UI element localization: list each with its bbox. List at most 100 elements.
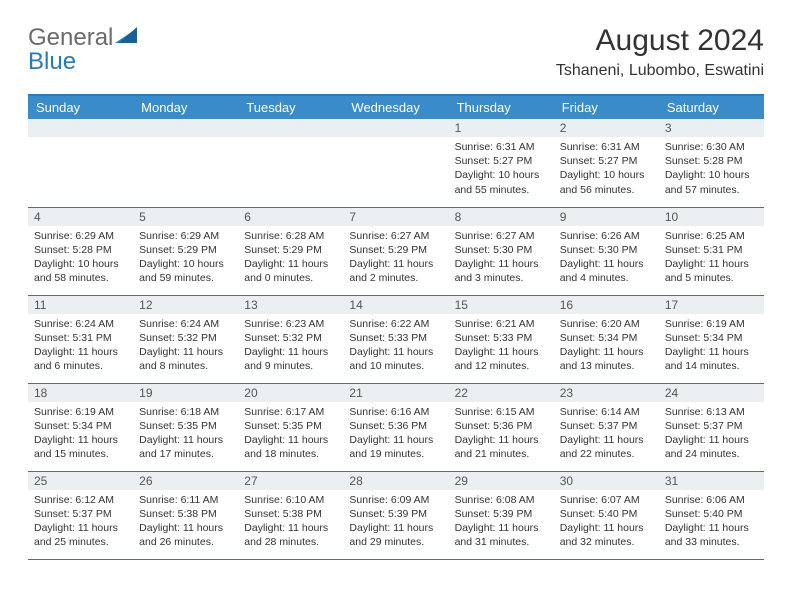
day-number: 25 [28,472,133,490]
calendar-day-cell: 25Sunrise: 6:12 AMSunset: 5:37 PMDayligh… [28,471,133,559]
calendar-day-cell [343,119,448,207]
calendar-day-cell [238,119,343,207]
day-details: Sunrise: 6:21 AMSunset: 5:33 PMDaylight:… [449,314,554,378]
day-number: 5 [133,208,238,226]
logo-text-blue: Blue [28,48,76,75]
day-number: 1 [449,119,554,137]
calendar-day-cell: 12Sunrise: 6:24 AMSunset: 5:32 PMDayligh… [133,295,238,383]
calendar-day-cell: 16Sunrise: 6:20 AMSunset: 5:34 PMDayligh… [554,295,659,383]
calendar-day-cell: 13Sunrise: 6:23 AMSunset: 5:32 PMDayligh… [238,295,343,383]
calendar-day-cell: 3Sunrise: 6:30 AMSunset: 5:28 PMDaylight… [659,119,764,207]
day-number: 3 [659,119,764,137]
calendar-day-cell [28,119,133,207]
calendar-week-row: 1Sunrise: 6:31 AMSunset: 5:27 PMDaylight… [28,119,764,207]
calendar-week-row: 11Sunrise: 6:24 AMSunset: 5:31 PMDayligh… [28,295,764,383]
weekday-header: Friday [554,95,659,119]
calendar-day-cell: 9Sunrise: 6:26 AMSunset: 5:30 PMDaylight… [554,207,659,295]
weekday-header: Tuesday [238,95,343,119]
weekday-header: Wednesday [343,95,448,119]
day-details: Sunrise: 6:28 AMSunset: 5:29 PMDaylight:… [238,226,343,290]
day-details: Sunrise: 6:07 AMSunset: 5:40 PMDaylight:… [554,490,659,554]
month-title: August 2024 [556,24,764,58]
calendar-day-cell: 2Sunrise: 6:31 AMSunset: 5:27 PMDaylight… [554,119,659,207]
day-number: 26 [133,472,238,490]
calendar-week-row: 4Sunrise: 6:29 AMSunset: 5:28 PMDaylight… [28,207,764,295]
calendar-day-cell: 20Sunrise: 6:17 AMSunset: 5:35 PMDayligh… [238,383,343,471]
day-details: Sunrise: 6:14 AMSunset: 5:37 PMDaylight:… [554,402,659,466]
calendar-week-row: 18Sunrise: 6:19 AMSunset: 5:34 PMDayligh… [28,383,764,471]
calendar-day-cell: 1Sunrise: 6:31 AMSunset: 5:27 PMDaylight… [449,119,554,207]
day-details: Sunrise: 6:23 AMSunset: 5:32 PMDaylight:… [238,314,343,378]
calendar-day-cell: 19Sunrise: 6:18 AMSunset: 5:35 PMDayligh… [133,383,238,471]
calendar-day-cell: 30Sunrise: 6:07 AMSunset: 5:40 PMDayligh… [554,471,659,559]
calendar-day-cell: 24Sunrise: 6:13 AMSunset: 5:37 PMDayligh… [659,383,764,471]
day-number: 16 [554,296,659,314]
day-details: Sunrise: 6:22 AMSunset: 5:33 PMDaylight:… [343,314,448,378]
day-details: Sunrise: 6:27 AMSunset: 5:29 PMDaylight:… [343,226,448,290]
day-details: Sunrise: 6:24 AMSunset: 5:31 PMDaylight:… [28,314,133,378]
day-details: Sunrise: 6:15 AMSunset: 5:36 PMDaylight:… [449,402,554,466]
day-details: Sunrise: 6:16 AMSunset: 5:36 PMDaylight:… [343,402,448,466]
calendar-day-cell: 18Sunrise: 6:19 AMSunset: 5:34 PMDayligh… [28,383,133,471]
day-details: Sunrise: 6:19 AMSunset: 5:34 PMDaylight:… [659,314,764,378]
day-number: 13 [238,296,343,314]
day-number: 7 [343,208,448,226]
calendar-day-cell: 5Sunrise: 6:29 AMSunset: 5:29 PMDaylight… [133,207,238,295]
day-number: 8 [449,208,554,226]
day-details: Sunrise: 6:27 AMSunset: 5:30 PMDaylight:… [449,226,554,290]
day-number: 17 [659,296,764,314]
day-details: Sunrise: 6:31 AMSunset: 5:27 PMDaylight:… [554,137,659,201]
day-number: 9 [554,208,659,226]
day-details: Sunrise: 6:31 AMSunset: 5:27 PMDaylight:… [449,137,554,201]
day-details: Sunrise: 6:20 AMSunset: 5:34 PMDaylight:… [554,314,659,378]
day-number: 4 [28,208,133,226]
calendar-day-cell: 22Sunrise: 6:15 AMSunset: 5:36 PMDayligh… [449,383,554,471]
calendar-day-cell: 4Sunrise: 6:29 AMSunset: 5:28 PMDaylight… [28,207,133,295]
day-number: 11 [28,296,133,314]
calendar-day-cell: 29Sunrise: 6:08 AMSunset: 5:39 PMDayligh… [449,471,554,559]
day-number: 29 [449,472,554,490]
location-text: Tshaneni, Lubombo, Eswatini [556,62,764,80]
calendar-day-cell: 15Sunrise: 6:21 AMSunset: 5:33 PMDayligh… [449,295,554,383]
day-details: Sunrise: 6:11 AMSunset: 5:38 PMDaylight:… [133,490,238,554]
day-details: Sunrise: 6:10 AMSunset: 5:38 PMDaylight:… [238,490,343,554]
day-number: 31 [659,472,764,490]
calendar-day-cell: 23Sunrise: 6:14 AMSunset: 5:37 PMDayligh… [554,383,659,471]
calendar-day-cell: 27Sunrise: 6:10 AMSunset: 5:38 PMDayligh… [238,471,343,559]
day-details: Sunrise: 6:30 AMSunset: 5:28 PMDaylight:… [659,137,764,201]
day-number: 28 [343,472,448,490]
day-details: Sunrise: 6:25 AMSunset: 5:31 PMDaylight:… [659,226,764,290]
calendar-day-cell: 28Sunrise: 6:09 AMSunset: 5:39 PMDayligh… [343,471,448,559]
day-details: Sunrise: 6:26 AMSunset: 5:30 PMDaylight:… [554,226,659,290]
weekday-header: Saturday [659,95,764,119]
header: General August 2024 Tshaneni, Lubombo, E… [28,24,764,80]
weekday-header-row: Sunday Monday Tuesday Wednesday Thursday… [28,95,764,119]
calendar-day-cell [133,119,238,207]
day-number: 23 [554,384,659,402]
calendar-day-cell: 11Sunrise: 6:24 AMSunset: 5:31 PMDayligh… [28,295,133,383]
calendar-day-cell: 7Sunrise: 6:27 AMSunset: 5:29 PMDaylight… [343,207,448,295]
day-number: 14 [343,296,448,314]
day-details: Sunrise: 6:08 AMSunset: 5:39 PMDaylight:… [449,490,554,554]
day-number: 15 [449,296,554,314]
calendar-day-cell: 17Sunrise: 6:19 AMSunset: 5:34 PMDayligh… [659,295,764,383]
calendar-table: Sunday Monday Tuesday Wednesday Thursday… [28,94,764,560]
calendar-day-cell: 6Sunrise: 6:28 AMSunset: 5:29 PMDaylight… [238,207,343,295]
calendar-day-cell: 21Sunrise: 6:16 AMSunset: 5:36 PMDayligh… [343,383,448,471]
weekday-header: Monday [133,95,238,119]
day-details: Sunrise: 6:24 AMSunset: 5:32 PMDaylight:… [133,314,238,378]
calendar-day-cell: 10Sunrise: 6:25 AMSunset: 5:31 PMDayligh… [659,207,764,295]
day-number: 24 [659,384,764,402]
weekday-header: Thursday [449,95,554,119]
day-number: 19 [133,384,238,402]
day-number: 12 [133,296,238,314]
day-details: Sunrise: 6:09 AMSunset: 5:39 PMDaylight:… [343,490,448,554]
calendar-day-cell: 31Sunrise: 6:06 AMSunset: 5:40 PMDayligh… [659,471,764,559]
day-details: Sunrise: 6:18 AMSunset: 5:35 PMDaylight:… [133,402,238,466]
calendar-day-cell: 26Sunrise: 6:11 AMSunset: 5:38 PMDayligh… [133,471,238,559]
day-number: 30 [554,472,659,490]
day-number: 21 [343,384,448,402]
logo-icon [115,24,137,52]
day-details: Sunrise: 6:29 AMSunset: 5:29 PMDaylight:… [133,226,238,290]
day-number: 6 [238,208,343,226]
